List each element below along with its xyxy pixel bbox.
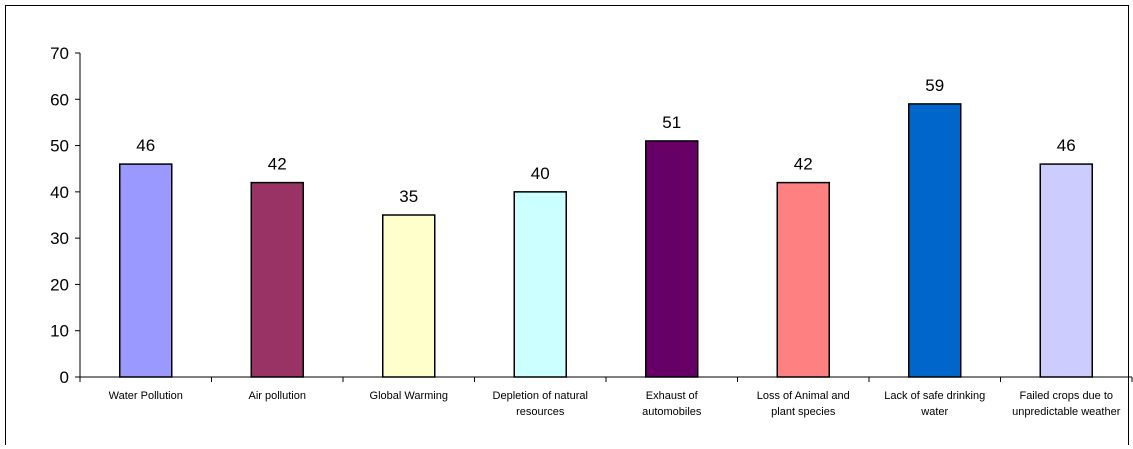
bar (382, 214, 436, 378)
data-label: 51 (662, 113, 681, 132)
x-category-label: plant species (771, 406, 836, 418)
bar (908, 103, 962, 378)
data-label: 46 (1057, 136, 1076, 155)
x-category-label: Lack of safe drinking (884, 390, 985, 402)
x-category-label: Depletion of natural (493, 390, 588, 402)
x-category-label: Exhaust of (646, 390, 699, 402)
bar (776, 181, 830, 378)
x-category-label: Global Warming (370, 390, 448, 402)
x-category-label: Air pollution (249, 390, 306, 402)
data-label: 40 (531, 164, 550, 183)
x-category-label: resources (516, 406, 565, 418)
data-label: 35 (399, 187, 418, 206)
y-tick-label: 0 (60, 368, 69, 387)
bar (1039, 163, 1093, 378)
chart-frame (5, 5, 1129, 445)
y-tick-label: 10 (50, 322, 69, 341)
y-tick-label: 20 (50, 275, 69, 294)
x-category-label: Water Pollution (109, 390, 183, 402)
x-category-label: Loss of Animal and (757, 390, 850, 402)
data-label: 42 (268, 155, 287, 174)
x-category-label: Failed crops due to (1019, 390, 1113, 402)
y-tick-label: 70 (50, 44, 69, 63)
data-label: 46 (136, 136, 155, 155)
y-tick-label: 30 (50, 229, 69, 248)
x-category-label: automobiles (642, 406, 702, 418)
y-tick-label: 40 (50, 183, 69, 202)
data-label: 59 (925, 76, 944, 95)
y-tick-label: 60 (50, 90, 69, 109)
bar (513, 191, 567, 378)
data-label: 42 (794, 155, 813, 174)
bar (250, 181, 304, 378)
x-category-label: water (920, 406, 948, 418)
y-tick-label: 50 (50, 137, 69, 156)
x-category-label: unpredictable weather (1012, 406, 1121, 418)
bar (645, 140, 699, 378)
bar (119, 163, 173, 378)
